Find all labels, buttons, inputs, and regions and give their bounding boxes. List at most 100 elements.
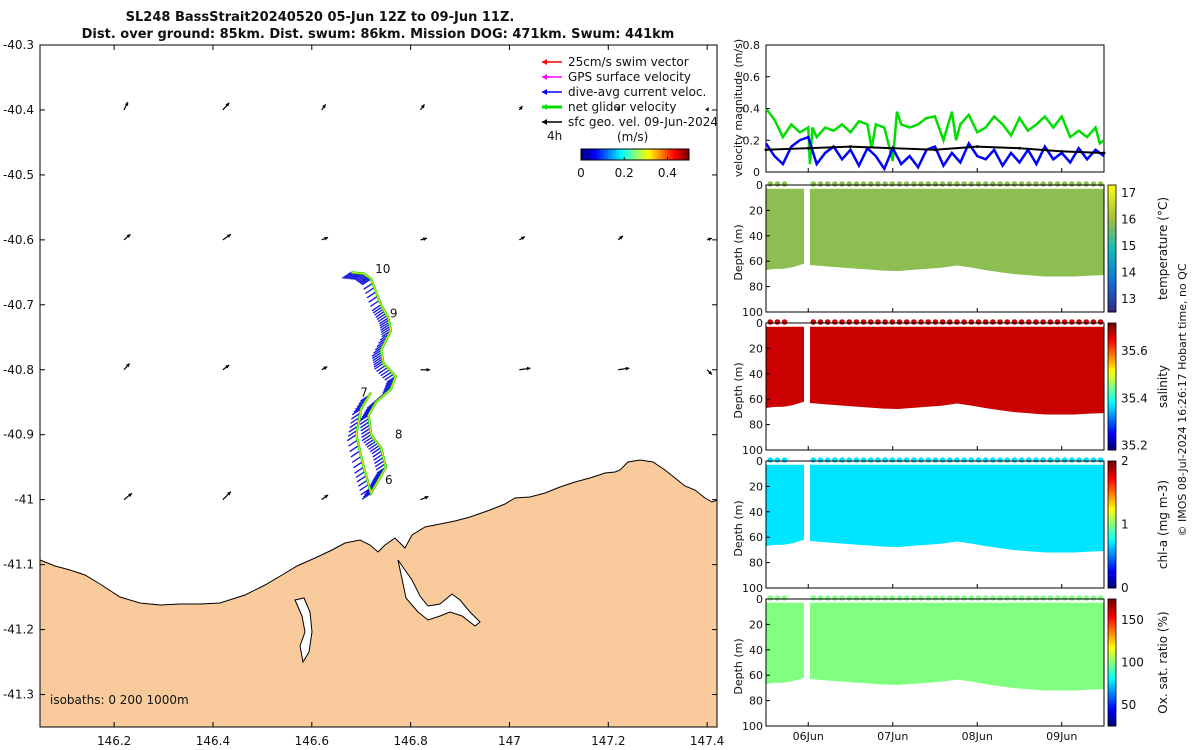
section-colorbar-swatch xyxy=(1108,204,1116,208)
depth-tick-label: 40 xyxy=(749,230,763,243)
sfc-vector-head xyxy=(124,101,129,106)
surface-sample-dot xyxy=(1011,457,1018,463)
velocity-y-tick-label: 0.8 xyxy=(743,39,761,52)
section-frame xyxy=(765,460,1105,589)
section-colorbar-swatch xyxy=(1108,216,1116,221)
surface-sample-dot xyxy=(982,181,989,187)
dive-avg-current-vector xyxy=(360,421,370,429)
surface-sample-dot xyxy=(781,457,788,463)
dive-avg-current-vector xyxy=(374,460,385,468)
colorbar-swatch xyxy=(597,149,601,160)
section-panel-salinity: 0 20 40 60 80 100 Depth (m) 35.2 35.4 35.6 salinit… xyxy=(732,317,1170,457)
section-colorbar-swatch xyxy=(1108,602,1116,606)
dive-avg-current-vector xyxy=(380,323,390,331)
surface-sample-dot xyxy=(1097,319,1104,325)
depth-tick-label: 20 xyxy=(749,618,763,631)
surface-sample-dot xyxy=(1018,181,1025,187)
surface-sample-dot xyxy=(1069,319,1075,325)
surface-sample-dot xyxy=(1011,319,1018,325)
legend-arrowhead xyxy=(542,59,547,65)
section-colorbar-swatch xyxy=(1108,649,1116,654)
dive-avg-current-vector xyxy=(368,295,379,303)
section-colorbar-swatch xyxy=(1108,386,1116,391)
section-colorbar-swatch xyxy=(1108,238,1116,243)
surface-sample-dot xyxy=(1025,457,1032,463)
section-colorbar-swatch xyxy=(1108,684,1116,689)
section-colorbar-label: salinity xyxy=(1156,365,1170,408)
section-colorbar-swatch xyxy=(1108,578,1116,583)
section-colorbar-tick-label: 35.4 xyxy=(1121,391,1148,405)
surface-sample-dot xyxy=(997,595,1003,601)
surface-sample-dot xyxy=(1047,595,1054,601)
depth-tick-label: 100 xyxy=(742,582,763,595)
section-colorbar-swatch xyxy=(1108,197,1116,202)
section-colorbar-swatch xyxy=(1108,283,1116,288)
colorbar-swatch xyxy=(664,149,668,160)
dive-avg-current-vector xyxy=(361,430,372,439)
section-colorbar-swatch xyxy=(1108,662,1116,667)
section-colorbar-swatch xyxy=(1108,292,1116,297)
depth-tick-label: 60 xyxy=(749,393,763,406)
section-colorbar-tick-label: 35.6 xyxy=(1121,344,1148,358)
figure-title-line2: Dist. over ground: 85km. Dist. swum: 86k… xyxy=(82,27,675,42)
sfc-vector-head xyxy=(126,234,131,239)
surface-sample-dot xyxy=(1083,457,1090,463)
surface-sample-dot xyxy=(896,181,903,187)
dive-avg-current-vector xyxy=(348,439,358,447)
surface-sample-dot xyxy=(946,181,953,187)
surface-sample-dot xyxy=(997,457,1003,463)
colorbar-swatch xyxy=(632,149,636,160)
section-colorbar-swatch xyxy=(1108,656,1116,660)
depth-tick-label: 100 xyxy=(742,444,763,457)
surface-sample-dot xyxy=(1011,181,1018,187)
section-colorbar-swatch xyxy=(1108,553,1116,557)
surface-sample-dot xyxy=(932,457,939,463)
section-colorbar-swatch xyxy=(1108,424,1116,429)
depth-tick-label: 20 xyxy=(749,342,763,355)
section-colorbar-tick-label: 2 xyxy=(1121,454,1129,468)
surface-sample-dot xyxy=(1090,181,1097,187)
dive-avg-current-vector xyxy=(384,373,395,381)
surface-sample-dot xyxy=(853,319,860,325)
section-panel-temperature: 0 20 40 60 80 100 Depth (m) 13 14 15 16 17 temperatu… xyxy=(732,179,1170,319)
section-data-fill xyxy=(766,326,805,409)
surface-sample-dot xyxy=(954,457,960,463)
section-colorbar-swatch xyxy=(1108,427,1116,432)
surface-sample-dot xyxy=(867,181,874,187)
isobaths-label: isobaths: 0 200 1000m xyxy=(50,693,189,707)
surface-sample-dot xyxy=(946,595,953,601)
dive-avg-current-vector xyxy=(368,442,379,450)
colorbar-tick-label: 0 xyxy=(577,166,585,180)
depth-tick-label: 100 xyxy=(742,720,763,733)
dive-avg-current-vector xyxy=(359,276,369,284)
surface-sample-dot xyxy=(875,181,881,187)
lat-tick-label: -40.6 xyxy=(3,233,34,247)
depth-tick-label: 80 xyxy=(749,557,763,570)
glider-track xyxy=(341,271,398,500)
dive-avg-current-vector xyxy=(374,362,384,370)
surface-sample-dot xyxy=(889,595,896,601)
section-colorbar-swatch xyxy=(1108,348,1116,353)
colorbar-swatch xyxy=(599,149,604,160)
sfc-vector-head xyxy=(708,370,712,375)
surface-sample-dot xyxy=(1004,319,1011,325)
surface-sample-dot xyxy=(846,319,853,325)
section-colorbar-swatch xyxy=(1108,461,1116,465)
depth-tick-label: 0 xyxy=(756,593,763,606)
section-colorbar-swatch xyxy=(1108,408,1116,413)
surface-sample-dot xyxy=(817,595,824,601)
section-colorbar-swatch xyxy=(1108,640,1116,644)
surface-sample-dot xyxy=(932,181,939,187)
lat-tick-label: -40.9 xyxy=(3,428,34,442)
velocity-axes: 0 0.2 0.4 0.6 0.8 xyxy=(743,39,1063,179)
sfc-geo-point xyxy=(891,146,895,150)
section-colorbar-swatch xyxy=(1108,210,1116,215)
section-colorbar-swatch xyxy=(1108,643,1116,648)
section-colorbar-swatch xyxy=(1108,691,1116,695)
surface-sample-dot xyxy=(939,181,946,187)
section-colorbar-swatch xyxy=(1108,258,1116,262)
surface-sample-dot xyxy=(997,181,1003,187)
dive-avg-current-vector xyxy=(365,286,375,295)
dive-avg-current-vector xyxy=(369,444,380,453)
